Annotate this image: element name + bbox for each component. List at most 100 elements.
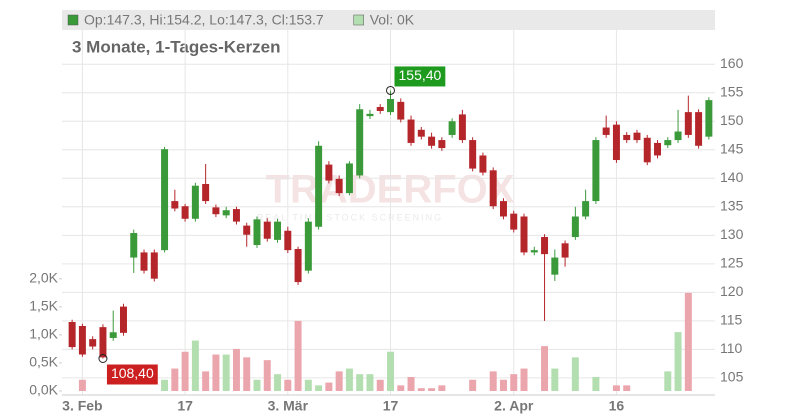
candle-body: [520, 216, 528, 253]
candle-body: [294, 249, 302, 283]
volume-bar: [684, 292, 692, 391]
header-bar: [62, 10, 715, 30]
volume-bar: [407, 376, 415, 391]
volume-tick-label: 1,5K: [29, 298, 58, 314]
candle-body: [530, 250, 538, 253]
volume-bar: [417, 388, 425, 391]
candle-body: [376, 106, 384, 111]
volume-bar: [551, 368, 559, 391]
volume-bar: [356, 374, 364, 391]
candle-body: [150, 252, 158, 279]
candle-body: [119, 306, 127, 333]
volume-bar: [499, 379, 507, 391]
candle-body: [315, 145, 323, 227]
candle-body: [171, 201, 179, 209]
x-tick-label: 17: [177, 398, 193, 414]
candle-body: [674, 131, 682, 141]
annotation: 155,40: [394, 66, 446, 87]
volume-bar: [212, 354, 220, 391]
candle-body: [284, 230, 292, 251]
volume-bar: [387, 351, 394, 391]
annotation: 108,40: [106, 364, 158, 385]
candle-body: [212, 207, 220, 215]
candle-body: [684, 112, 692, 135]
volume-bar: [345, 368, 353, 391]
candle-body: [417, 129, 425, 137]
volume-bar: [232, 348, 240, 391]
candle-body: [489, 170, 497, 207]
candle-body: [325, 164, 333, 181]
candle-body: [561, 243, 569, 258]
extreme-marker: [386, 85, 395, 95]
candle-body: [222, 210, 230, 216]
candle-body: [387, 99, 394, 113]
x-tick-label: 16: [609, 398, 625, 414]
volume-bar: [376, 379, 384, 391]
candle-body: [510, 213, 518, 230]
legend-swatch: [353, 14, 364, 26]
candle-body: [161, 149, 169, 251]
x-tick-label: 2. Apr: [494, 398, 534, 414]
candle-body: [99, 327, 107, 358]
volume-bar: [243, 357, 251, 391]
chart-subtitle: 3 Monate, 1-Tages-Kerzen: [72, 37, 280, 56]
candle-body: [592, 140, 600, 202]
candle-body: [130, 233, 138, 258]
volume-bar: [253, 379, 261, 391]
volume-bar: [520, 368, 528, 391]
candle-body: [541, 237, 549, 255]
candle-body: [469, 140, 477, 169]
candle-body: [202, 183, 210, 202]
y-tick-label: 135: [720, 198, 744, 214]
candle-body: [479, 155, 487, 173]
candle-body: [304, 221, 312, 271]
annotation-label: 108,40: [111, 365, 154, 381]
y-tick-label: 110: [720, 340, 743, 356]
watermark-tagline: REAL TIME STOCK SCREENING: [257, 212, 443, 222]
volume-bar: [222, 354, 230, 391]
volume-bar: [335, 371, 343, 391]
volume-bar: [284, 379, 292, 391]
volume-bar: [202, 371, 210, 391]
candle-body: [582, 201, 590, 217]
candle-body: [243, 225, 251, 235]
volume-bar: [274, 374, 282, 391]
y-tick-label: 160: [720, 55, 744, 71]
volume-bar: [171, 368, 179, 391]
volume-bar: [510, 374, 518, 391]
volume-bar: [592, 376, 600, 391]
candle-body: [356, 109, 364, 176]
annotation-label: 155,40: [399, 67, 442, 83]
candle-body: [705, 100, 713, 137]
volume-tick-label: 0,5K: [29, 354, 58, 370]
legend-label: Vol: 0K: [370, 12, 415, 28]
candle-body: [366, 113, 374, 117]
candle-body: [89, 339, 97, 347]
candle-body: [695, 112, 703, 146]
watermark: TRADERFOX REAL TIME STOCK SCREENING: [257, 168, 515, 223]
candle-body: [643, 137, 651, 163]
candle-body: [140, 252, 148, 271]
y-tick-label: 150: [720, 112, 744, 128]
candle-body: [181, 206, 189, 219]
volume-bar: [161, 379, 169, 391]
volume-bar: [78, 379, 86, 391]
candle-body: [664, 140, 672, 146]
y-tick-label: 140: [720, 169, 744, 185]
candle-body: [438, 140, 446, 149]
legend-swatch: [67, 14, 79, 26]
volume-tick-label: 2,0K: [29, 270, 58, 286]
volume-bar: [438, 385, 446, 391]
candle-body: [253, 219, 261, 246]
candle-body: [499, 201, 507, 217]
y-tick-label: 120: [720, 283, 744, 299]
volume-bar: [571, 357, 579, 391]
candle-body: [551, 257, 559, 275]
volume-bar: [325, 382, 333, 391]
x-tick-label: 3. Feb: [62, 398, 102, 414]
volume-tick-label: 0,0K: [29, 382, 58, 398]
candle-body: [612, 124, 620, 161]
volume-bar: [469, 379, 477, 391]
volume-bar: [397, 385, 405, 391]
volume-bar: [664, 371, 672, 391]
